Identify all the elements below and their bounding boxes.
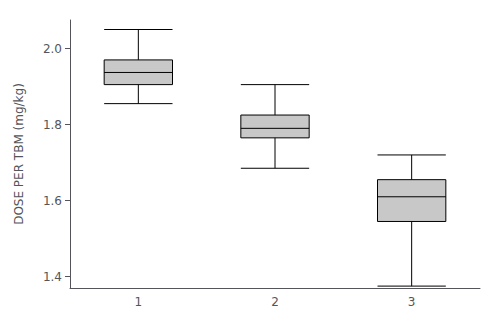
svg-text:1: 1	[135, 295, 143, 309]
svg-text:1.4: 1.4	[43, 270, 62, 284]
svg-text:3: 3	[408, 295, 416, 309]
svg-text:2.0: 2.0	[43, 42, 62, 56]
svg-text:1.6: 1.6	[43, 194, 62, 208]
svg-text:1.8: 1.8	[43, 118, 62, 132]
svg-text:DOSE PER TBM (mg/kg): DOSE PER TBM (mg/kg)	[12, 83, 26, 225]
svg-text:2: 2	[271, 295, 279, 309]
